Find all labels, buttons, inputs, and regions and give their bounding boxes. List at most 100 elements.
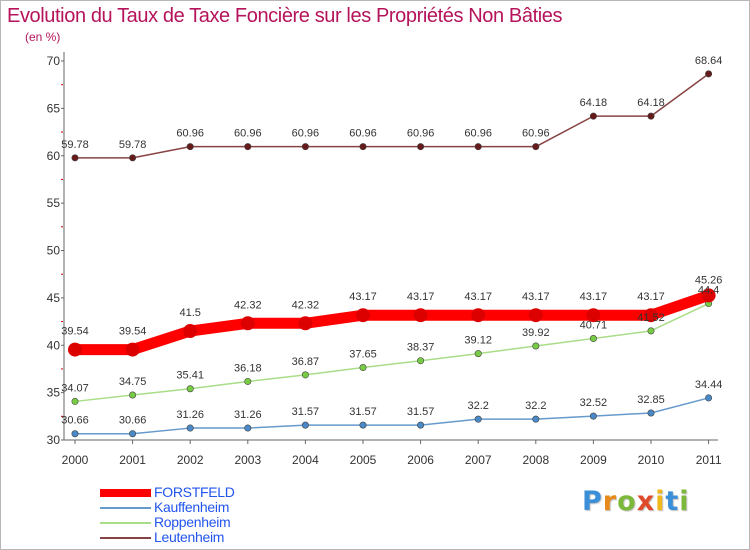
point-leutenheim-2008 [532,143,540,151]
label-kauffenheim-2001: 30.66 [119,415,147,427]
point-forstfeld-2011 [701,288,716,303]
label-kauffenheim-2003: 31.26 [234,409,262,421]
x-tick-label-2008: 2008 [522,453,549,467]
y-tick-label-55: 55 [47,196,61,210]
point-leutenheim-2006 [417,143,425,151]
logo-letter: o [617,486,637,517]
proxiti-logo: Proxiti [582,486,690,517]
point-kauffenheim-2009 [589,412,597,420]
point-leutenheim-2011 [705,70,713,78]
label-roppenheim-2000: 34.07 [61,382,89,394]
series-line-roppenheim [74,302,710,403]
x-tick-label-2007: 2007 [465,453,492,467]
point-leutenheim-2003 [244,143,252,151]
x-tick-label-2002: 2002 [177,453,204,467]
point-leutenheim-2007 [474,143,482,151]
label-kauffenheim-2002: 31.26 [176,409,204,421]
point-roppenheim-2006 [417,357,425,365]
label-forstfeld-2011: 45.26 [695,274,723,286]
label-leutenheim-2010: 64.18 [637,97,665,109]
point-leutenheim-2002 [186,143,194,151]
y-tick-label-50: 50 [47,244,61,258]
point-kauffenheim-2005 [359,421,367,429]
point-roppenheim-2009 [589,335,597,343]
label-forstfeld-2010: 43.17 [637,291,665,303]
point-roppenheim-2001 [129,391,137,399]
logo-letter: r [602,486,618,517]
legend-label-roppenheim: Roppenheim [154,514,231,530]
label-leutenheim-2005: 60.96 [349,128,377,140]
legend-item-leutenheim: Leutenheim [100,530,360,545]
legend-swatch-leutenheim [100,537,151,539]
label-forstfeld-2003: 42.32 [234,299,262,311]
chart-legend: FORSTFELD Kauffenheim Roppenheim Leutenheim [100,485,360,545]
legend-swatch-roppenheim [100,522,151,524]
point-roppenheim-2003 [244,377,252,385]
point-kauffenheim-2008 [532,415,540,423]
y-tick-label-45: 45 [47,291,61,305]
legend-item-kauffenheim: Kauffenheim [100,500,360,515]
point-forstfeld-2010 [644,308,658,323]
label-leutenheim-2011: 68.64 [695,55,723,67]
point-leutenheim-2000 [71,154,79,162]
label-leutenheim-2007: 60.96 [464,128,492,140]
point-roppenheim-2007 [474,350,482,358]
label-roppenheim-2009: 40.71 [580,320,608,332]
label-roppenheim-2005: 37.65 [349,349,377,361]
label-forstfeld-2002: 41.5 [179,307,200,319]
label-roppenheim-2001: 34.75 [119,376,147,388]
series-line-leutenheim [74,73,710,159]
y-tick-label-65: 65 [47,101,61,115]
x-tick-label-2004: 2004 [292,453,319,467]
legend-item-roppenheim: Roppenheim [100,515,360,530]
label-forstfeld-2004: 42.32 [292,299,320,311]
point-forstfeld-2007 [471,308,486,323]
label-kauffenheim-2007: 32.2 [467,400,488,412]
point-leutenheim-2004 [301,143,309,151]
label-kauffenheim-2006: 31.57 [407,406,435,418]
point-forstfeld-2005 [356,308,370,323]
x-tick-label-2003: 2003 [234,453,261,467]
point-kauffenheim-2003 [244,424,252,432]
point-leutenheim-2005 [359,143,367,151]
label-leutenheim-2002: 60.96 [176,128,204,140]
legend-label-leutenheim: Leutenheim [154,529,225,545]
label-forstfeld-2007: 43.17 [464,291,492,303]
label-forstfeld-2006: 43.17 [407,291,435,303]
label-leutenheim-2004: 60.96 [292,128,320,140]
point-roppenheim-2000 [71,397,79,405]
label-forstfeld-2008: 43.17 [522,291,550,303]
series-line-forstfeld [69,289,715,356]
y-tick-label-60: 60 [47,149,61,163]
label-kauffenheim-2011: 34.44 [695,379,723,391]
point-kauffenheim-2011 [705,394,713,402]
x-tick-label-2009: 2009 [580,453,607,467]
label-forstfeld-2005: 43.17 [349,291,377,303]
point-forstfeld-2002 [183,324,198,339]
label-leutenheim-2000: 59.78 [61,139,89,151]
legend-swatch-kauffenheim [100,507,151,509]
point-roppenheim-2008 [532,342,540,350]
point-forstfeld-2001 [125,342,140,357]
series-line-kauffenheim [74,397,710,435]
legend-label-kauffenheim: Kauffenheim [154,499,230,515]
y-tick-label-70: 70 [47,54,61,68]
label-kauffenheim-2010: 32.85 [637,394,665,406]
y-tick-label-30: 30 [47,433,61,447]
point-roppenheim-2010 [647,327,655,335]
x-tick-label-2000: 2000 [62,453,89,467]
point-forstfeld-2003 [240,316,255,331]
label-roppenheim-2003: 36.18 [234,362,262,374]
point-forstfeld-2008 [528,308,543,323]
x-tick-label-2005: 2005 [350,453,377,467]
label-roppenheim-2006: 38.37 [407,342,435,354]
point-forstfeld-2009 [586,308,601,323]
y-tick-label-35: 35 [47,386,61,400]
label-kauffenheim-2009: 32.52 [580,397,608,409]
logo-letter: P [582,486,603,517]
label-roppenheim-2002: 35.41 [176,370,204,382]
label-leutenheim-2009: 64.18 [580,97,608,109]
legend-swatch-forstfeld [100,489,151,497]
label-roppenheim-2008: 39.92 [522,327,550,339]
